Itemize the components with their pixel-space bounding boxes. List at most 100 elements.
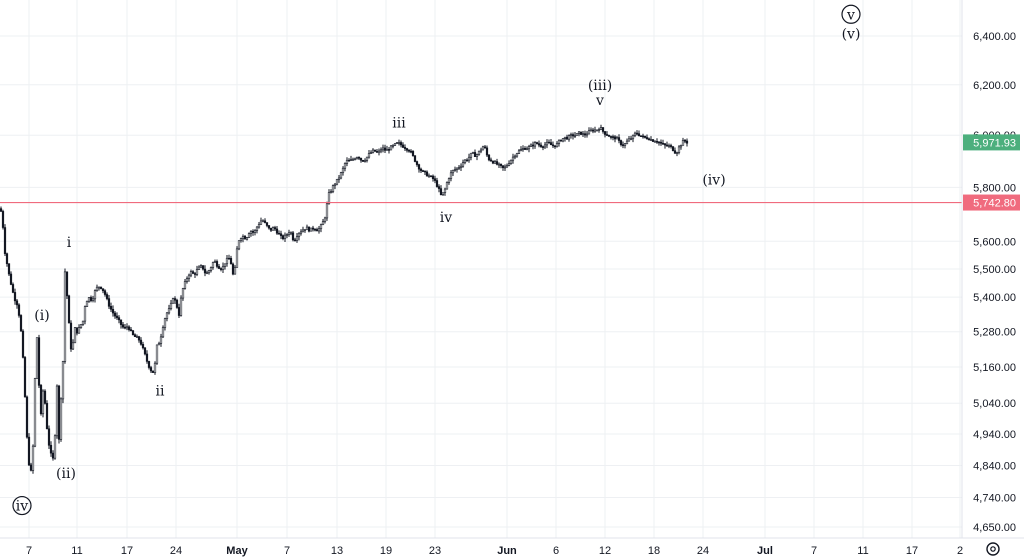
candle-body <box>339 172 343 179</box>
candle-body <box>317 228 321 232</box>
candle-body <box>431 175 435 179</box>
candle-body <box>613 136 617 140</box>
candle-body <box>497 163 501 166</box>
wave-label[interactable]: ii <box>156 384 165 400</box>
wave-label-circle <box>841 4 861 24</box>
time-tick-label: 12 <box>599 545 611 557</box>
candle-body <box>341 167 345 173</box>
candle-body <box>661 142 665 145</box>
candle-body <box>85 300 89 307</box>
candle-body <box>491 160 495 164</box>
wave-label[interactable]: iv <box>440 210 452 226</box>
candle-body <box>179 297 183 316</box>
price-tick-label: 5,040.00 <box>973 398 1016 410</box>
candle-body <box>539 144 543 147</box>
candle-body <box>485 147 489 156</box>
candle-body <box>245 237 249 240</box>
candle-body <box>81 320 85 325</box>
wave-label[interactable]: iii <box>392 116 406 132</box>
gear-icon[interactable] <box>986 542 1000 556</box>
candle-body <box>267 225 271 229</box>
candle-body <box>89 297 93 301</box>
candle-body <box>411 151 415 156</box>
candle-body <box>277 232 281 235</box>
candle-body <box>561 138 565 142</box>
wave-label[interactable]: v <box>846 7 855 23</box>
candle-body <box>495 161 499 165</box>
candle-body <box>143 347 147 355</box>
wave-label[interactable]: (iii) <box>588 78 612 94</box>
candle-body <box>543 144 547 148</box>
wave-label[interactable]: iv <box>16 499 28 515</box>
candle-body <box>303 229 307 231</box>
wave-label[interactable]: (ii) <box>56 466 76 482</box>
candle-body <box>27 436 31 466</box>
candle-body <box>177 307 181 316</box>
price-badges: 5,971.93 5,742.80 <box>963 134 1020 211</box>
candle-body <box>519 149 523 152</box>
candle-body <box>455 167 459 170</box>
candle-body <box>105 294 109 299</box>
candle-body <box>273 227 277 230</box>
candle-body <box>35 337 39 379</box>
candle-body <box>123 326 127 329</box>
candle-body <box>621 144 625 146</box>
candle-body <box>139 339 143 345</box>
wave-label[interactable]: i <box>67 235 72 251</box>
candle-body <box>263 220 267 223</box>
candle-body <box>529 144 533 147</box>
candle-body <box>545 141 549 146</box>
wave-label[interactable]: (iv) <box>702 173 725 189</box>
candle-body <box>103 290 107 295</box>
wave-label[interactable]: v <box>595 93 604 109</box>
candle-body <box>61 360 65 400</box>
time-tick-label: 11 <box>71 545 82 557</box>
candle-body <box>213 261 217 263</box>
time-tick-label: 23 <box>429 545 441 557</box>
candle-body <box>369 152 373 154</box>
candle-body <box>237 240 241 250</box>
candle-body <box>463 159 467 163</box>
candle-body <box>563 136 567 139</box>
candle-body <box>173 298 177 301</box>
candle-body <box>223 263 227 267</box>
candle-body <box>427 175 431 178</box>
time-tick-label: 13 <box>331 545 343 557</box>
candle-body <box>41 390 45 415</box>
time-axis[interactable]: 7 11 17 24 May 7 13 19 23 Jun 6 12 18 24 Jul 7 11 17 2 <box>26 545 963 557</box>
candle-body <box>403 147 407 149</box>
candle-body <box>569 134 573 136</box>
candle-body <box>217 266 221 269</box>
candle-body <box>383 147 387 151</box>
candle-body <box>413 155 417 162</box>
candle-body <box>71 342 75 350</box>
candle-body <box>79 324 83 328</box>
candle-body <box>371 149 375 153</box>
candle-body <box>153 362 157 373</box>
wave-label[interactable]: (i) <box>34 308 49 324</box>
last-price-badge <box>963 134 1020 151</box>
candle-body <box>559 139 563 142</box>
candle-body <box>9 273 13 285</box>
price-tick-label: 5,160.00 <box>973 362 1016 374</box>
candle-body <box>157 343 161 346</box>
wave-label[interactable]: (v) <box>842 26 861 42</box>
candle-body <box>399 142 403 146</box>
candle-body <box>183 281 187 289</box>
candle-body <box>149 367 153 372</box>
candle-body <box>57 385 61 440</box>
candle-body <box>239 238 243 242</box>
price-axis[interactable]: 6,400.006,200.006,000.005,800.005,600.00… <box>973 31 1016 534</box>
candle-body <box>117 317 121 321</box>
candle-body <box>481 146 485 151</box>
candle-body <box>409 150 413 153</box>
candle-body <box>197 266 201 270</box>
candle-body <box>45 403 49 430</box>
candle-body <box>459 165 463 168</box>
candle-body <box>77 327 81 334</box>
candle-body <box>477 150 481 155</box>
candle-body <box>445 182 449 190</box>
candle-body <box>471 152 475 154</box>
candle-body <box>665 144 669 147</box>
